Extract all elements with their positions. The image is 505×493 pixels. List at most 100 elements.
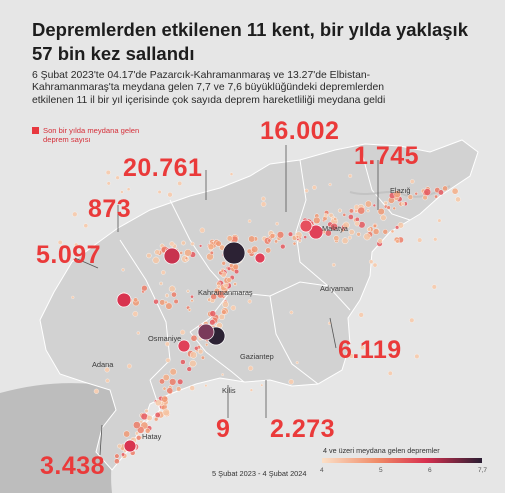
- earthquake-dot: [159, 299, 166, 306]
- earthquake-dot: [83, 223, 89, 228]
- earthquake-dot: [414, 353, 420, 359]
- earthquake-dot: [410, 179, 415, 184]
- earthquake-dot: [190, 241, 195, 246]
- earthquake-dot: [200, 355, 205, 360]
- earthquake-dot: [341, 237, 349, 244]
- earthquake-dot: [223, 282, 229, 289]
- city-label-kilis: Kilis: [222, 386, 236, 395]
- earthquake-dot: [159, 378, 165, 385]
- earthquake-dot: [451, 187, 459, 195]
- earthquake-dot: [221, 261, 226, 266]
- earthquake-dot: [209, 310, 217, 317]
- earthquake-dot: [177, 378, 184, 385]
- earthquake-dot: [422, 195, 428, 201]
- earthquake-dot: [141, 285, 148, 292]
- earthquake-dot: [354, 220, 360, 227]
- earthquake-dot: [261, 196, 266, 201]
- earthquake-dot: [275, 221, 279, 226]
- earthquake-dot: [190, 334, 198, 342]
- earthquake-dot: [164, 300, 168, 305]
- earthquake-dot: [121, 452, 126, 457]
- earthquake-dot: [181, 240, 186, 246]
- earthquake-dot: [353, 204, 360, 210]
- city-label-adana: Adana: [92, 360, 114, 369]
- earthquake-dot: [409, 317, 415, 323]
- earthquake-dot: [189, 385, 195, 391]
- earthquake-dot: [218, 313, 226, 321]
- earthquake-dot: [157, 190, 162, 194]
- earthquake-dot: [169, 378, 177, 386]
- city-label-malatya: Malatya: [322, 224, 348, 233]
- earthquake-dot: [197, 348, 204, 355]
- earthquake-dot: [380, 214, 387, 221]
- earthquake-dot: [348, 208, 354, 214]
- earthquake-dot: [342, 213, 347, 217]
- earthquake-dot: [72, 211, 78, 217]
- earthquake-dot: [325, 229, 332, 237]
- earthquake-dot: [348, 214, 354, 220]
- earthquake-dot: [180, 329, 186, 335]
- earthquake-dot: [136, 435, 142, 441]
- earthquake-dot: [176, 386, 182, 392]
- earthquake-dot: [215, 240, 222, 247]
- earthquake-dot: [221, 309, 227, 315]
- earthquake-dot: [383, 200, 388, 206]
- legend: Son bir yılda meydana gelen deprem sayıs…: [32, 126, 152, 144]
- earthquake-dot: [104, 367, 110, 373]
- earthquake-dot: [121, 268, 125, 272]
- earthquake-dot: [372, 228, 380, 235]
- earthquake-dot: [189, 360, 197, 368]
- scale-tick-4: 4: [320, 467, 324, 474]
- earthquake-dot: [71, 295, 75, 299]
- earthquake-dot: [105, 378, 110, 383]
- earthquake-dot: [260, 383, 264, 387]
- earthquake-dot: [289, 310, 294, 315]
- earthquake-dot: [401, 201, 406, 206]
- earthquake-dot: [139, 420, 143, 424]
- earthquake-dot: [144, 428, 151, 434]
- earthquake-dot: [333, 235, 340, 242]
- earthquake-dot: [169, 241, 175, 247]
- earthquake-dot: [328, 212, 334, 218]
- earthquake-dot: [154, 249, 160, 255]
- earthquake-dot: [233, 282, 237, 286]
- earthquake-dot: [190, 299, 194, 303]
- count-kahramanmaras: 20.761: [123, 154, 203, 182]
- earthquake-dot: [267, 238, 272, 243]
- earthquake-dot: [357, 206, 366, 215]
- count-kilis: 9: [216, 415, 231, 443]
- earthquake-dot: [377, 207, 385, 215]
- earthquake-dot: [247, 219, 252, 223]
- earthquake-dot: [114, 458, 120, 465]
- earthquake-dot: [152, 256, 160, 264]
- earthquake-dot: [207, 243, 215, 251]
- earthquake-dot: [229, 172, 234, 176]
- earthquake-dot: [369, 259, 374, 264]
- earthquake-dot: [209, 319, 216, 326]
- earthquake-dot: [199, 244, 203, 248]
- earthquake-dot: [168, 285, 176, 293]
- earthquake-dot: [189, 351, 197, 359]
- earthquake-dot: [209, 250, 214, 255]
- earthquake-dot: [180, 359, 186, 365]
- scale-tick-7-7: 7,7: [478, 467, 488, 474]
- earthquake-dot: [313, 216, 321, 225]
- connector-lines: [74, 145, 379, 456]
- date-range: 5 Şubat 2023 - 4 Şubat 2024: [212, 469, 307, 478]
- earthquake-dot: [169, 368, 177, 376]
- earthquake-dot: [354, 216, 360, 222]
- earthquake-dot: [297, 239, 302, 243]
- earthquake-dot: [184, 256, 189, 260]
- major-quake-elbistan: [222, 241, 246, 265]
- earthquake-dot: [295, 235, 300, 239]
- earthquake-dot: [395, 239, 400, 244]
- earthquake-dot: [431, 284, 437, 290]
- earthquake-dot: [165, 341, 170, 347]
- earthquake-dot: [190, 294, 194, 299]
- earthquake-dot: [220, 269, 225, 273]
- city-label-adiyaman: Adıyaman: [320, 284, 354, 293]
- earthquake-dot: [395, 225, 400, 230]
- earthquake-dot: [265, 247, 272, 254]
- earthquake-dot: [274, 239, 278, 244]
